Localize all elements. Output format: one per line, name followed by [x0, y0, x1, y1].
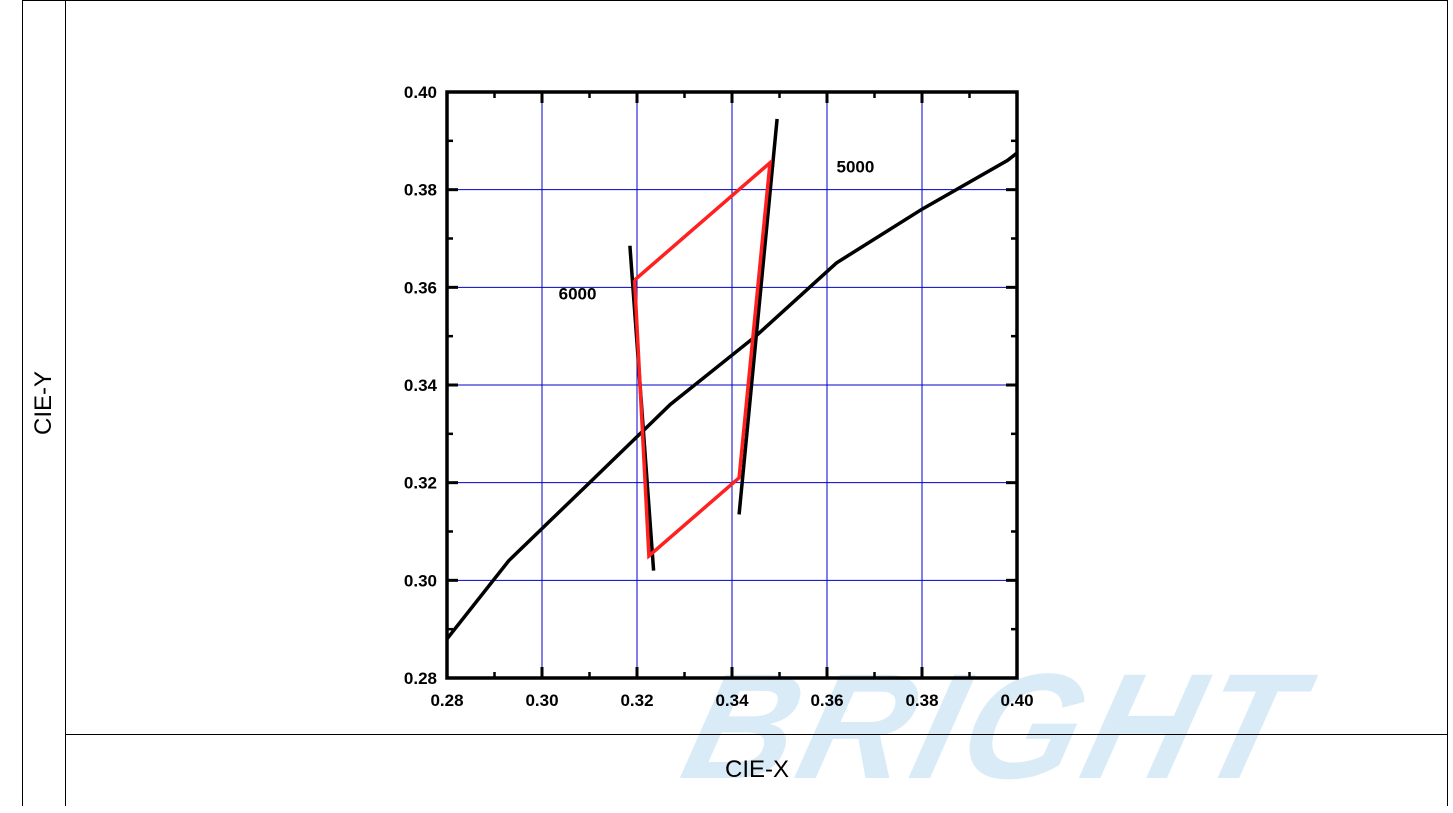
y-tick-label: 0.34	[404, 376, 438, 395]
y-tick-label: 0.40	[404, 83, 437, 102]
x-tick-label: 0.40	[1000, 691, 1033, 710]
x-tick-label: 0.38	[905, 691, 938, 710]
x-tick-label: 0.36	[810, 691, 843, 710]
isotherm-5000-line	[737, 118, 779, 515]
annotation-label-5000: 5000	[837, 158, 875, 177]
grid-lines	[447, 92, 1017, 678]
tick-marks	[445, 90, 1019, 680]
y-label-cell: CIE-Y	[22, 0, 66, 806]
annotation-label-6000: 6000	[559, 285, 597, 304]
x-axis-title: CIE-X	[724, 756, 790, 783]
x-tick-label: 0.32	[620, 691, 653, 710]
x-tick-label: 0.28	[430, 691, 463, 710]
y-tick-label: 0.30	[404, 571, 437, 590]
y-tick-label: 0.38	[404, 181, 437, 200]
bin-quadrangle-line	[632, 158, 773, 560]
y-tick-label: 0.32	[404, 474, 437, 493]
tick-labels: 0.28 0.30 0.32 0.34 0.36 0.38 0.40 0.28 0.30 0.32…	[404, 83, 1034, 710]
y-tick-label: 0.36	[404, 278, 437, 297]
series-layer	[445, 118, 1019, 640]
y-tick-label: 0.28	[404, 669, 437, 688]
annotations: 5000 6000	[559, 158, 875, 304]
x-tick-label: 0.34	[715, 691, 749, 710]
x-tick-label: 0.30	[525, 691, 558, 710]
table-frame	[22, 0, 1448, 806]
row-divider	[65, 734, 1448, 735]
